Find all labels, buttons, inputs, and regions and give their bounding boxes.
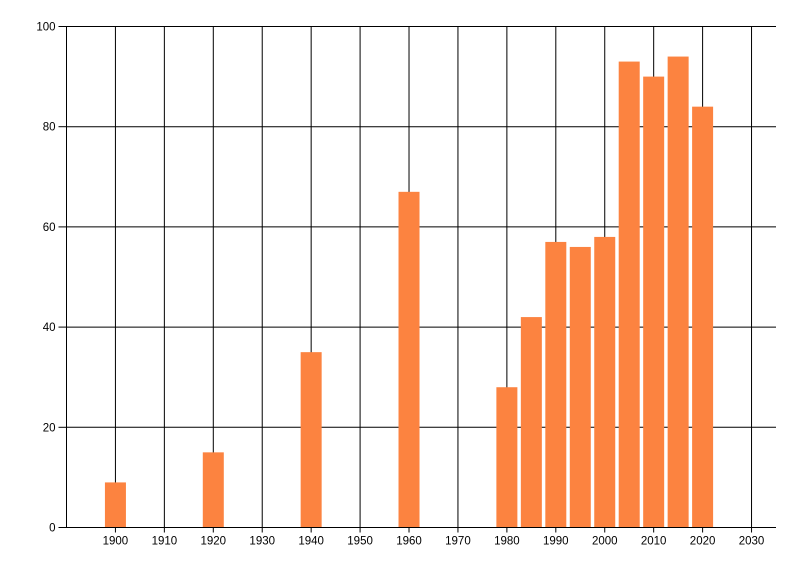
bar-2000	[594, 236, 616, 528]
x-tick-label: 1940	[298, 536, 324, 548]
bar-1920	[202, 452, 224, 528]
x-tick-label: 1980	[494, 536, 520, 548]
x-tick-label: 2020	[690, 536, 716, 548]
x-tick-label: 1910	[152, 536, 178, 548]
y-tick-label: 60	[43, 222, 56, 234]
bar-1980	[496, 387, 518, 528]
y-tick-label: 0	[49, 523, 55, 535]
x-tick-label: 1900	[103, 536, 129, 548]
x-tick-label: 1920	[200, 536, 226, 548]
x-tick-label: 1930	[249, 536, 275, 548]
x-tick-label: 1990	[543, 536, 569, 548]
x-tick-label: 1950	[347, 536, 373, 548]
y-tick-label: 40	[43, 322, 56, 334]
bar-1990	[545, 241, 567, 528]
x-tick-label: 2010	[641, 536, 667, 548]
bar-2005	[618, 61, 640, 528]
bar-2020	[692, 106, 714, 528]
bar-1995	[569, 246, 591, 528]
bar-1985	[520, 317, 542, 528]
bar-2015	[667, 56, 689, 528]
x-tick-label: 2000	[592, 536, 618, 548]
bar-1960	[398, 191, 420, 528]
y-tick-label: 100	[36, 22, 55, 34]
y-tick-label: 20	[43, 422, 56, 434]
bar-2010	[643, 76, 665, 528]
bar-1940	[300, 352, 322, 528]
y-tick-label: 80	[43, 122, 56, 134]
x-tick-label: 2030	[739, 536, 765, 548]
bar-1900	[104, 482, 126, 528]
x-tick-label: 1970	[445, 536, 471, 548]
x-tick-label: 1960	[396, 536, 422, 548]
